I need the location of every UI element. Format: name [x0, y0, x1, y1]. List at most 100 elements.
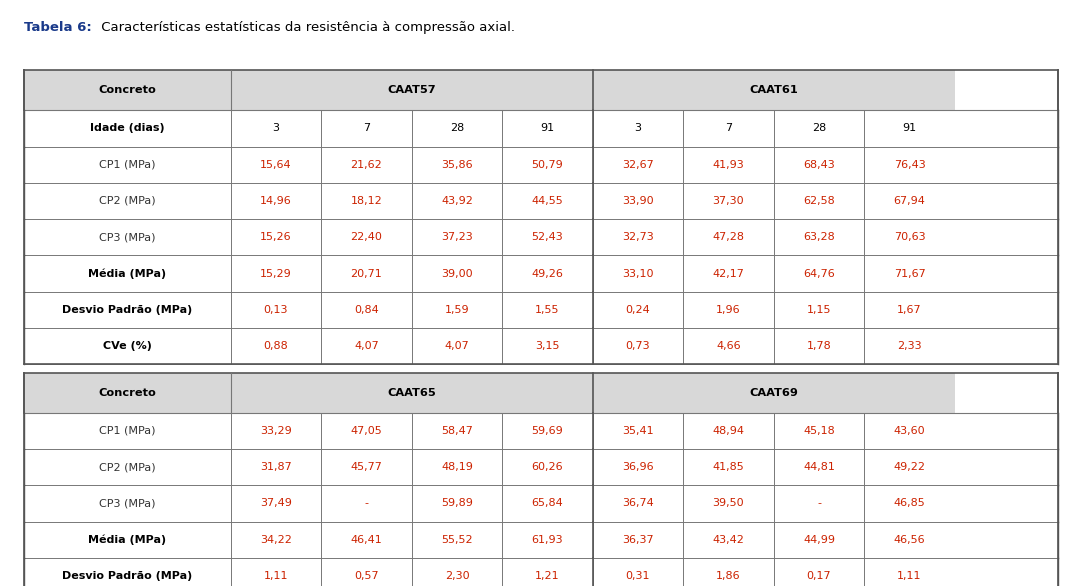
Text: 39,00: 39,00 — [441, 268, 473, 279]
Bar — [502, 183, 593, 219]
Text: 15,64: 15,64 — [260, 159, 292, 170]
Text: 52,43: 52,43 — [531, 232, 564, 243]
Text: CAAT61: CAAT61 — [750, 85, 799, 96]
Text: Concreto: Concreto — [98, 387, 156, 398]
Text: -: - — [365, 498, 369, 509]
Bar — [411, 255, 502, 292]
Text: CP3 (MPa): CP3 (MPa) — [98, 498, 156, 509]
Text: 68,43: 68,43 — [803, 159, 835, 170]
Bar — [411, 183, 502, 219]
Text: 41,85: 41,85 — [713, 462, 744, 472]
Text: CP2 (MPa): CP2 (MPa) — [98, 462, 156, 472]
Bar — [593, 328, 683, 364]
Bar — [230, 413, 321, 449]
Text: 35,41: 35,41 — [622, 425, 654, 436]
Bar — [24, 558, 230, 586]
Text: 62,58: 62,58 — [803, 196, 835, 206]
Bar — [321, 413, 411, 449]
Bar — [230, 292, 321, 328]
Text: 2,30: 2,30 — [445, 571, 470, 581]
Text: 4,07: 4,07 — [445, 341, 470, 352]
Text: 15,29: 15,29 — [260, 268, 292, 279]
Text: 0,57: 0,57 — [354, 571, 379, 581]
Text: 0,84: 0,84 — [354, 305, 379, 315]
Bar — [865, 328, 954, 364]
Bar — [774, 255, 865, 292]
Text: 14,96: 14,96 — [260, 196, 292, 206]
Bar — [865, 183, 954, 219]
Text: 61,93: 61,93 — [531, 534, 564, 545]
Text: 64,76: 64,76 — [803, 268, 835, 279]
Text: 0,31: 0,31 — [625, 571, 650, 581]
Text: 0,24: 0,24 — [625, 305, 650, 315]
Text: Média (MPa): Média (MPa) — [88, 268, 167, 279]
Text: 43,42: 43,42 — [713, 534, 744, 545]
Bar — [593, 413, 683, 449]
Text: Concreto: Concreto — [98, 85, 156, 96]
Bar — [502, 413, 593, 449]
Bar — [593, 183, 683, 219]
Bar — [502, 146, 593, 183]
Bar — [321, 255, 411, 292]
Text: 55,52: 55,52 — [441, 534, 473, 545]
Bar — [24, 110, 230, 146]
Text: 63,28: 63,28 — [803, 232, 835, 243]
Bar — [774, 110, 865, 146]
Text: 1,11: 1,11 — [264, 571, 288, 581]
Bar — [865, 219, 954, 255]
Bar — [593, 449, 683, 485]
Bar — [411, 146, 502, 183]
Bar — [865, 146, 954, 183]
Bar — [411, 110, 502, 146]
Text: 31,87: 31,87 — [260, 462, 292, 472]
Text: 46,56: 46,56 — [894, 534, 925, 545]
Bar — [683, 413, 774, 449]
Text: 1,55: 1,55 — [536, 305, 559, 315]
Bar — [321, 110, 411, 146]
Bar — [865, 110, 954, 146]
Text: 46,41: 46,41 — [351, 534, 382, 545]
Text: Idade (dias): Idade (dias) — [90, 123, 164, 134]
Bar — [502, 328, 593, 364]
Bar — [411, 449, 502, 485]
Text: Desvio Padrão (MPa): Desvio Padrão (MPa) — [62, 571, 193, 581]
Bar — [774, 449, 865, 485]
Bar — [230, 485, 321, 522]
Bar — [683, 449, 774, 485]
Bar — [683, 292, 774, 328]
Text: 60,26: 60,26 — [531, 462, 564, 472]
Text: 91: 91 — [540, 123, 555, 134]
Bar — [774, 413, 865, 449]
Text: 44,81: 44,81 — [803, 462, 835, 472]
Text: 70,63: 70,63 — [894, 232, 925, 243]
Text: 37,30: 37,30 — [713, 196, 744, 206]
Bar — [593, 522, 683, 558]
Bar — [24, 146, 230, 183]
Bar — [24, 449, 230, 485]
Text: 44,99: 44,99 — [803, 534, 835, 545]
Text: 4,07: 4,07 — [354, 341, 379, 352]
Text: 0,73: 0,73 — [625, 341, 650, 352]
Bar — [683, 110, 774, 146]
Text: 49,22: 49,22 — [894, 462, 925, 472]
Bar — [321, 292, 411, 328]
Bar — [774, 219, 865, 255]
Text: 45,18: 45,18 — [803, 425, 835, 436]
Text: 1,86: 1,86 — [716, 571, 741, 581]
Bar — [321, 183, 411, 219]
Bar — [865, 449, 954, 485]
Text: CAAT57: CAAT57 — [387, 85, 436, 96]
Bar — [502, 110, 593, 146]
Text: Características estatísticas da resistência à compressão axial.: Características estatísticas da resistên… — [97, 21, 515, 34]
Text: 67,94: 67,94 — [894, 196, 925, 206]
Bar — [502, 292, 593, 328]
Text: 58,47: 58,47 — [441, 425, 473, 436]
Text: -: - — [817, 498, 821, 509]
Bar — [683, 146, 774, 183]
Bar — [774, 292, 865, 328]
Text: 59,69: 59,69 — [531, 425, 564, 436]
Bar — [502, 485, 593, 522]
Text: 41,93: 41,93 — [713, 159, 744, 170]
Bar — [593, 558, 683, 586]
Text: 45,77: 45,77 — [351, 462, 382, 472]
